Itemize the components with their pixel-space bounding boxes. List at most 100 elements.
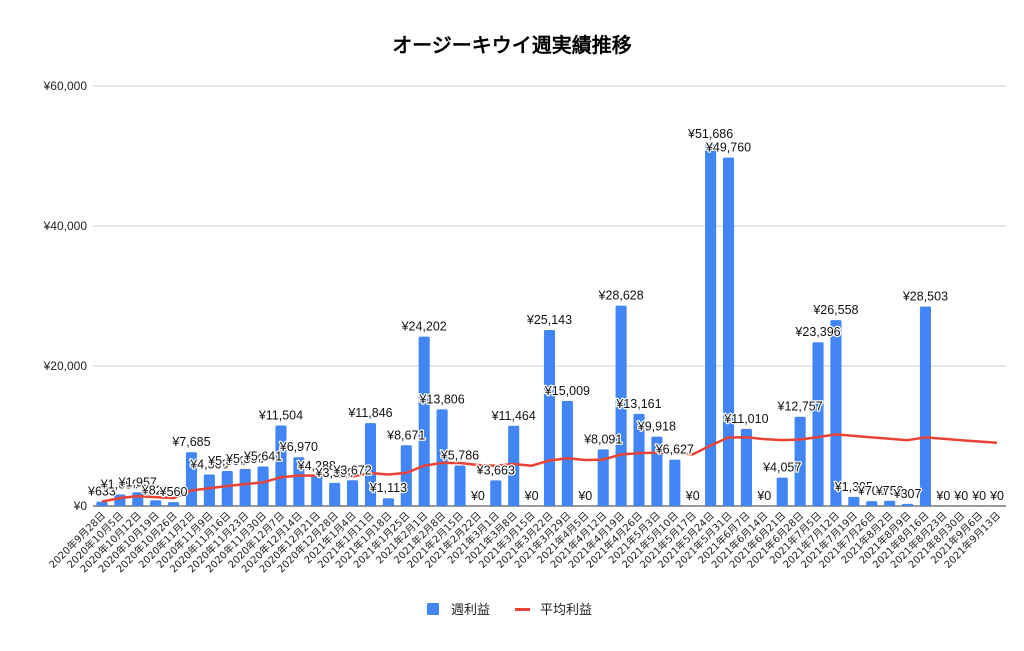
bar: [221, 471, 233, 506]
data-label: ¥0: [524, 489, 539, 503]
bar: [884, 500, 896, 506]
bar: [669, 459, 681, 506]
data-label: ¥5,300: [225, 452, 264, 466]
data-label: ¥0: [577, 489, 592, 503]
data-label: ¥49,760: [705, 141, 751, 155]
bar: [400, 445, 412, 506]
bar: [830, 320, 842, 506]
bar: [543, 329, 556, 506]
bar: [508, 425, 520, 506]
legend-label-line: 平均利益: [540, 603, 592, 618]
data-label: ¥8,671: [386, 428, 425, 442]
data-label: ¥13,161: [615, 397, 661, 411]
data-label: ¥0: [971, 489, 986, 503]
legend-swatch-bar: [427, 603, 439, 615]
data-label: ¥11,464: [491, 409, 536, 423]
bar: [203, 474, 215, 506]
legend-label-bar: 週利益: [451, 603, 490, 618]
bar: [776, 477, 788, 506]
data-label: ¥26,558: [812, 303, 858, 317]
data-label: ¥24,202: [401, 320, 447, 334]
y-tick-label: ¥0: [73, 499, 88, 513]
data-label: ¥4,057: [762, 461, 801, 475]
data-label: ¥3,300: [315, 466, 354, 480]
data-label: ¥820: [141, 483, 170, 497]
bar: [239, 468, 251, 506]
y-tick-label: ¥60,000: [43, 79, 88, 93]
y-tick-label: ¥20,000: [43, 359, 88, 373]
data-label: ¥13,806: [418, 392, 464, 406]
bar: [597, 449, 609, 506]
data-label: ¥700: [857, 484, 886, 498]
bar: [418, 336, 430, 506]
bar: [866, 501, 878, 506]
bar: [364, 423, 377, 506]
bar: [311, 475, 323, 506]
data-label: ¥0: [470, 489, 485, 503]
data-label: ¥0: [953, 489, 968, 503]
data-label: ¥750: [875, 484, 904, 498]
data-label: ¥1,650: [100, 477, 139, 491]
data-labels: ¥633¥1,650¥1,957¥820¥560 ¥7,685 ¥4,500¥5,0…: [86, 126, 1006, 504]
bar: [150, 500, 162, 506]
data-label: ¥6,970: [279, 440, 318, 454]
data-label: ¥5,000: [207, 454, 246, 468]
data-label: ¥51,686: [687, 127, 733, 141]
data-label: ¥4,288: [297, 459, 336, 473]
bar: [454, 465, 466, 506]
legend: 週利益 平均利益: [427, 603, 592, 618]
data-label: ¥307: [893, 487, 922, 501]
bar: [490, 480, 502, 506]
data-label: ¥5,641: [243, 450, 282, 464]
y-tick-label: ¥40,000: [43, 219, 88, 233]
data-label: ¥11,846: [347, 406, 392, 420]
data-label: ¥23,396: [794, 325, 840, 339]
bar-series: [96, 144, 931, 506]
x-axis-ticks: 2020年9月28日2020年10月5日2020年10月12日2020年10月1…: [46, 509, 1003, 575]
data-label: ¥11,010: [723, 412, 768, 426]
bar: [633, 413, 645, 506]
bar: [382, 498, 394, 506]
data-label: ¥25,143: [526, 313, 572, 327]
legend-swatch-line: [515, 608, 530, 611]
data-label: ¥1,113: [369, 481, 407, 495]
data-label: ¥6,627: [655, 443, 694, 457]
bar: [705, 144, 717, 506]
average-line: [101, 433, 998, 503]
bar: [168, 502, 180, 506]
bar: [651, 436, 663, 506]
data-label: ¥0: [685, 489, 700, 503]
data-label: ¥633: [87, 485, 116, 499]
line-series: [101, 433, 998, 503]
data-label: ¥4,500: [189, 458, 228, 472]
bar: [114, 494, 126, 506]
data-label: ¥1,305: [834, 480, 873, 494]
bar: [275, 425, 287, 506]
bar: [347, 480, 359, 506]
data-label: ¥3,663: [476, 463, 515, 477]
bar: [722, 157, 735, 506]
bar: [329, 482, 341, 506]
data-label: ¥0: [935, 489, 950, 503]
bar: [848, 496, 860, 506]
data-label: ¥12,757: [777, 400, 823, 414]
data-label: ¥3,672: [332, 463, 371, 477]
y-axis-ticks: ¥0 ¥20,000 ¥40,000 ¥60,000: [43, 79, 88, 513]
data-label: ¥0: [756, 489, 771, 503]
data-label: ¥560: [159, 485, 188, 499]
bar: [812, 342, 824, 506]
data-label: ¥8,091: [583, 432, 622, 446]
data-label: ¥9,918: [637, 420, 676, 434]
data-label: ¥7,685: [171, 435, 210, 449]
bar: [901, 503, 914, 506]
chart-title: オージーキウイ週実績推移: [392, 33, 632, 57]
bar: [96, 501, 108, 506]
bar: [257, 466, 269, 506]
bar: [919, 306, 931, 506]
data-label: ¥5,786: [440, 448, 479, 462]
bar: [436, 409, 448, 506]
data-label: ¥15,009: [544, 384, 590, 398]
bar: [740, 428, 752, 506]
data-label: ¥28,503: [902, 289, 948, 303]
